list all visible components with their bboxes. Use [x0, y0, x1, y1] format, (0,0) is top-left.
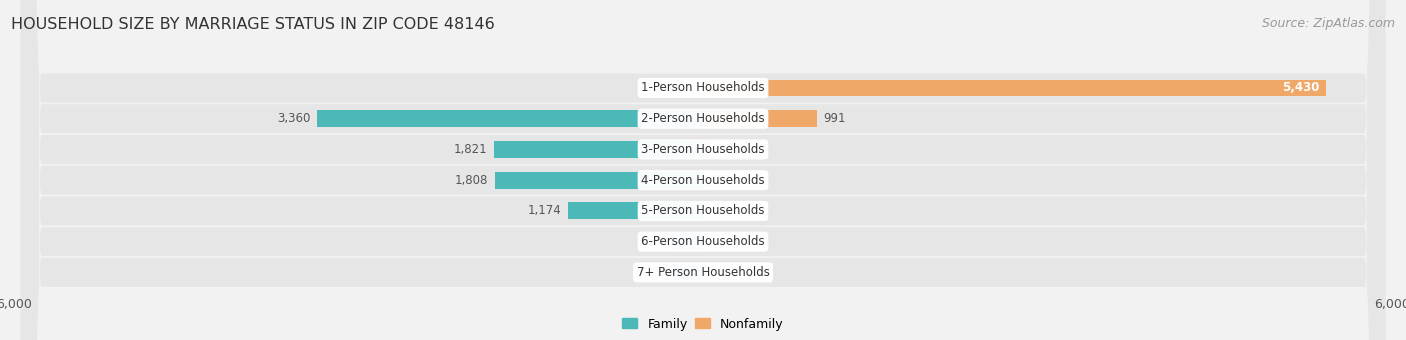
- Text: Source: ZipAtlas.com: Source: ZipAtlas.com: [1261, 17, 1395, 30]
- Text: 5-Person Households: 5-Person Households: [641, 204, 765, 218]
- Text: 2-Person Households: 2-Person Households: [641, 112, 765, 125]
- Text: 5,430: 5,430: [1282, 82, 1320, 95]
- FancyBboxPatch shape: [21, 0, 1385, 340]
- Bar: [703, 80, 1326, 97]
- FancyBboxPatch shape: [21, 0, 1385, 340]
- FancyBboxPatch shape: [21, 0, 1385, 340]
- Text: 3,360: 3,360: [277, 112, 311, 125]
- Text: 0: 0: [747, 204, 754, 218]
- Text: 59: 59: [717, 143, 731, 156]
- Text: 0: 0: [747, 235, 754, 248]
- Legend: Family, Nonfamily: Family, Nonfamily: [617, 312, 789, 336]
- Bar: [671, 233, 703, 250]
- Text: 280: 280: [641, 235, 664, 248]
- Text: 4-Person Households: 4-Person Households: [641, 174, 765, 187]
- Bar: [675, 264, 703, 281]
- FancyBboxPatch shape: [21, 0, 1385, 340]
- Text: 0: 0: [747, 266, 754, 279]
- Text: HOUSEHOLD SIZE BY MARRIAGE STATUS IN ZIP CODE 48146: HOUSEHOLD SIZE BY MARRIAGE STATUS IN ZIP…: [11, 17, 495, 32]
- Text: 991: 991: [824, 112, 846, 125]
- Text: 1-Person Households: 1-Person Households: [641, 82, 765, 95]
- Text: 1,808: 1,808: [456, 174, 488, 187]
- Text: 3-Person Households: 3-Person Households: [641, 143, 765, 156]
- Bar: [318, 110, 703, 127]
- Bar: [494, 141, 703, 158]
- FancyBboxPatch shape: [21, 0, 1385, 340]
- Text: 7+ Person Households: 7+ Person Households: [637, 266, 769, 279]
- Text: 1,821: 1,821: [453, 143, 486, 156]
- Text: 6-Person Households: 6-Person Households: [641, 235, 765, 248]
- Bar: [703, 172, 704, 189]
- Bar: [703, 141, 710, 158]
- Bar: [568, 203, 703, 219]
- FancyBboxPatch shape: [21, 0, 1385, 340]
- Bar: [495, 172, 703, 189]
- Text: 1,174: 1,174: [527, 204, 561, 218]
- Text: 251: 251: [645, 266, 668, 279]
- Text: 15: 15: [711, 174, 727, 187]
- Bar: [703, 110, 817, 127]
- FancyBboxPatch shape: [21, 0, 1385, 340]
